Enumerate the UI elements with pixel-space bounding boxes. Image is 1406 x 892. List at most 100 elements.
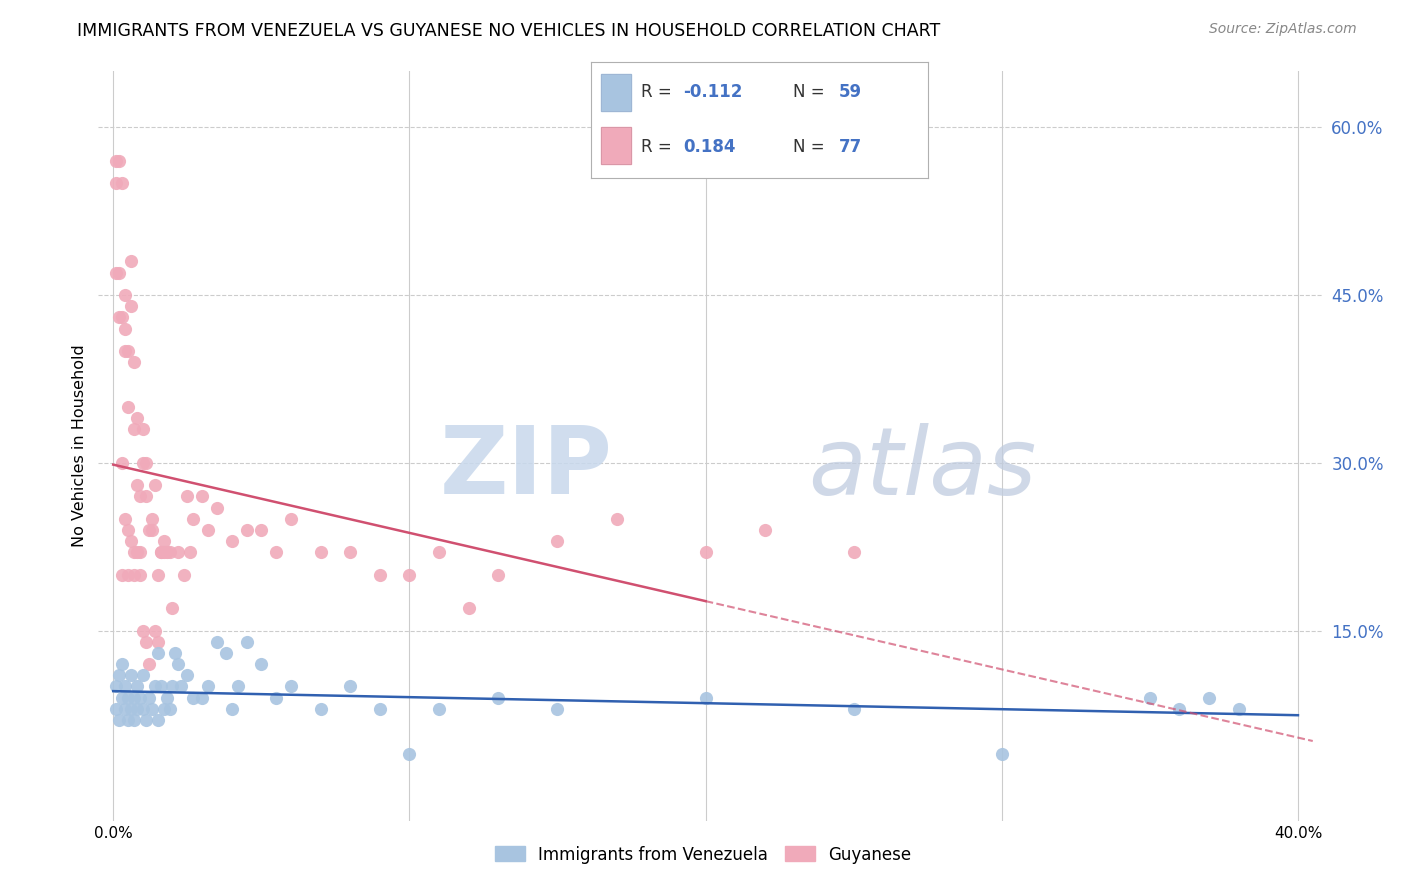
Point <box>114 511 136 525</box>
Point <box>457 601 479 615</box>
Point <box>1227 702 1250 716</box>
Point <box>114 288 136 302</box>
Point <box>143 624 166 638</box>
Point <box>547 702 569 716</box>
Point <box>146 567 169 582</box>
Point <box>170 680 193 694</box>
Bar <box>600 74 631 112</box>
Point <box>547 534 569 549</box>
Point <box>128 567 150 582</box>
Point <box>135 634 157 648</box>
Point <box>135 489 157 503</box>
Point <box>235 523 257 537</box>
Point <box>197 680 219 694</box>
Point <box>221 534 243 549</box>
Point <box>146 634 169 648</box>
Point <box>1139 690 1161 705</box>
Point <box>205 500 228 515</box>
Point <box>176 489 198 503</box>
Text: atlas: atlas <box>808 423 1036 514</box>
Point <box>149 680 172 694</box>
Point <box>181 690 204 705</box>
Point <box>108 153 131 168</box>
Point <box>117 343 139 358</box>
Point <box>152 545 174 559</box>
Bar <box>600 128 631 164</box>
Point <box>114 321 136 335</box>
Point <box>427 702 450 716</box>
Text: IMMIGRANTS FROM VENEZUELA VS GUYANESE NO VEHICLES IN HOUSEHOLD CORRELATION CHART: IMMIGRANTS FROM VENEZUELA VS GUYANESE NO… <box>77 22 941 40</box>
Point <box>105 266 128 280</box>
Point <box>197 523 219 537</box>
Point <box>135 456 157 470</box>
Point <box>155 690 177 705</box>
Point <box>842 545 865 559</box>
Point <box>368 567 391 582</box>
Bar <box>600 128 631 164</box>
Point <box>176 668 198 682</box>
Point <box>155 545 177 559</box>
Point <box>990 747 1012 761</box>
Point <box>280 511 302 525</box>
Point <box>264 690 287 705</box>
Bar <box>600 74 631 112</box>
Point <box>162 680 184 694</box>
Point <box>695 690 717 705</box>
Point <box>125 411 148 425</box>
Text: 59: 59 <box>838 83 862 101</box>
Point <box>111 176 134 190</box>
Point <box>128 690 150 705</box>
Point <box>754 523 776 537</box>
Point <box>179 545 201 559</box>
Point <box>146 646 169 660</box>
Point <box>117 690 139 705</box>
Text: -0.112: -0.112 <box>683 83 742 101</box>
Point <box>122 567 145 582</box>
Point <box>167 657 190 671</box>
Point <box>159 545 181 559</box>
Legend: Immigrants from Venezuela, Guyanese: Immigrants from Venezuela, Guyanese <box>488 839 918 871</box>
Point <box>138 690 160 705</box>
Point <box>138 657 160 671</box>
Point <box>143 478 166 492</box>
Point <box>135 713 157 727</box>
Point <box>398 747 420 761</box>
Point <box>264 545 287 559</box>
Point <box>125 545 148 559</box>
Point <box>398 567 420 582</box>
Point <box>226 680 249 694</box>
Point <box>309 702 332 716</box>
Point <box>339 545 361 559</box>
Point <box>162 601 184 615</box>
Point <box>149 545 172 559</box>
Point <box>117 713 139 727</box>
Point <box>235 634 257 648</box>
Point <box>368 702 391 716</box>
Point <box>125 680 148 694</box>
Text: N =: N = <box>793 83 830 101</box>
Point <box>120 668 142 682</box>
Point <box>132 668 155 682</box>
Point <box>132 422 155 436</box>
Point <box>149 545 172 559</box>
Point <box>111 456 134 470</box>
Text: N =: N = <box>793 137 830 155</box>
Point <box>205 634 228 648</box>
Point <box>695 545 717 559</box>
Y-axis label: No Vehicles in Household: No Vehicles in Household <box>72 344 87 548</box>
Point <box>427 545 450 559</box>
Text: R =: R = <box>641 83 678 101</box>
Point <box>132 702 155 716</box>
Point <box>215 646 238 660</box>
Point <box>122 422 145 436</box>
Text: 40.0%: 40.0% <box>1274 826 1322 841</box>
Point <box>141 511 163 525</box>
Point <box>191 690 214 705</box>
Point <box>221 702 243 716</box>
Point <box>122 713 145 727</box>
Text: 0.0%: 0.0% <box>94 826 132 841</box>
Point <box>122 690 145 705</box>
Point <box>128 489 150 503</box>
Point <box>146 713 169 727</box>
Point <box>159 702 181 716</box>
